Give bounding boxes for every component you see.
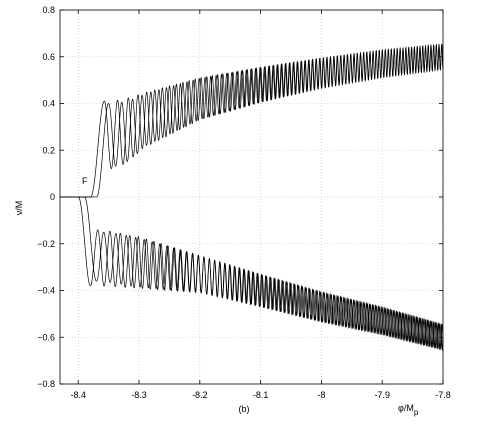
y-tick-label: 0.2 — [42, 145, 55, 155]
x-axis-label: φ/Mp — [398, 403, 419, 417]
series-line-lower-2 — [60, 196, 444, 351]
x-axis-label-main: φ/M — [398, 403, 414, 413]
x-tick-label: -7.9 — [374, 390, 390, 400]
series-line-upper-1 — [60, 43, 444, 198]
y-axis-label: ν/M — [14, 201, 24, 216]
x-axis-label-sub: p — [414, 408, 419, 417]
y-tick-label: −0.8 — [37, 379, 55, 389]
y-tick-label: 0.4 — [42, 99, 55, 109]
ticks: -8.4 -8.3 -8.2 -8.1 -8 -7.9 -7.8 −0.8 −0.6 −0.4 −0… — [37, 5, 451, 400]
x-tick-label: -8.3 — [131, 390, 147, 400]
caption: (b) — [239, 404, 250, 414]
y-tick-label: −0.4 — [37, 286, 55, 296]
y-tick-label: 0.6 — [42, 52, 55, 62]
y-tick-label: −0.2 — [37, 239, 55, 249]
y-tick-label: 0 — [50, 192, 55, 202]
series-line-upper-2 — [60, 43, 444, 198]
x-tick-label: -8.1 — [253, 390, 269, 400]
y-tick-label: 0.8 — [42, 5, 55, 15]
x-tick-label: -7.8 — [435, 390, 451, 400]
y-tick-label: −0.6 — [37, 332, 55, 342]
x-tick-label: -8.2 — [192, 390, 208, 400]
plot-series — [60, 43, 444, 352]
x-tick-label: -8 — [317, 390, 325, 400]
series-line-lower-1 — [60, 196, 444, 352]
x-tick-label: -8.4 — [70, 390, 86, 400]
annotation-f: F — [82, 176, 88, 186]
